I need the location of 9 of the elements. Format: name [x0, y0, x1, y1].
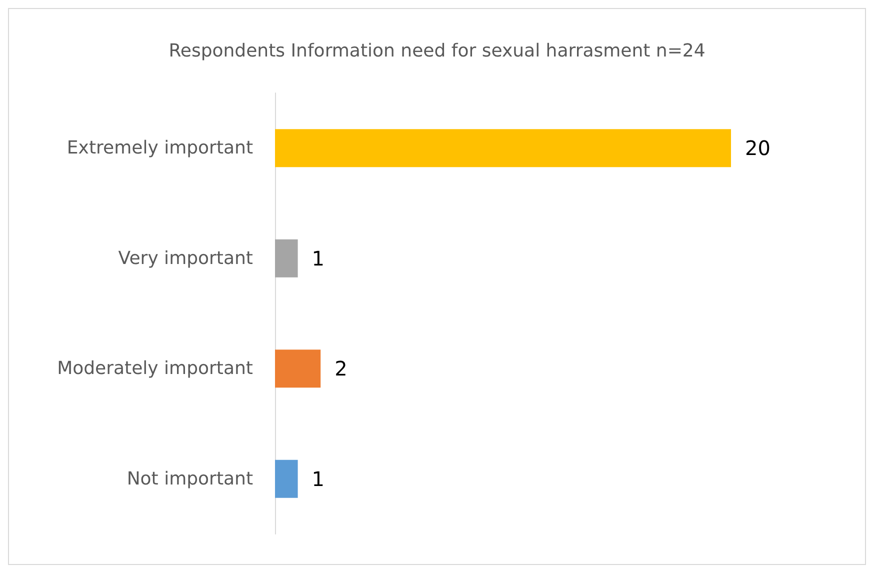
chart-title: Respondents Information need for sexual harrasment n=24: [168, 40, 706, 62]
y-tick-label: Moderately important: [57, 358, 253, 380]
y-tick-label: Very important: [118, 248, 253, 269]
y-tick-label: Not important: [126, 468, 253, 490]
data-label: 1: [312, 246, 325, 270]
data-label: 20: [745, 136, 770, 160]
data-label: 2: [334, 356, 348, 381]
y-tick-label: Extremely important: [66, 138, 253, 159]
data-label: 1: [312, 466, 325, 491]
